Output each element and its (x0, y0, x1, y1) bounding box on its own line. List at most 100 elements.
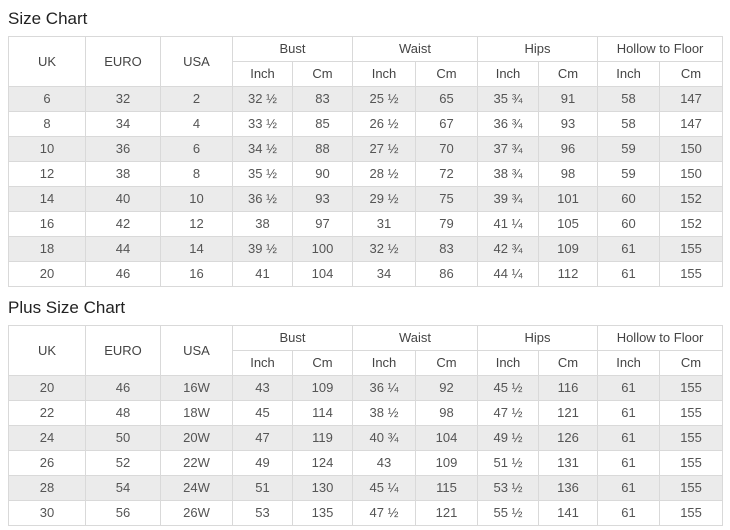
table-cell: 10 (8, 136, 86, 162)
table-cell: 86 (415, 261, 479, 287)
table-cell: 39 ½ (232, 236, 293, 262)
table-cell: 24 (8, 425, 86, 451)
table-cell: 109 (291, 375, 354, 401)
subheader-waist-cm: Cm (415, 350, 479, 376)
col-header-waist: Waist (352, 36, 479, 62)
table-row: 20 46 16W 43 109 36 ¼ 92 45 ½ 116 61 155 (8, 375, 724, 401)
table-cell: 46 (85, 375, 161, 401)
table-cell: 44 ¼ (477, 261, 540, 287)
table-cell: 100 (291, 236, 354, 262)
table-cell: 152 (659, 211, 724, 237)
table-cell: 65 (415, 86, 479, 112)
table-cell: 119 (291, 425, 354, 451)
table-cell: 109 (415, 450, 479, 476)
table-cell: 88 (291, 136, 354, 162)
table-cell: 45 (232, 400, 293, 426)
table-cell: 35 ¾ (477, 86, 540, 112)
subheader-waist-inch: Inch (352, 350, 417, 376)
table-cell: 60 (597, 211, 661, 237)
table-cell: 45 ¼ (352, 475, 417, 501)
table-cell: 36 ¼ (352, 375, 417, 401)
plus-size-chart-title: Plus Size Chart (8, 298, 126, 317)
table-cell: 101 (538, 186, 599, 212)
table-row: 16 42 12 38 97 31 79 41 ¼ 105 60 152 (8, 211, 724, 237)
table-cell: 16 (8, 211, 86, 237)
table-cell: 98 (538, 161, 599, 187)
table-cell: 42 ¾ (477, 236, 540, 262)
col-header-euro: EURO (85, 36, 161, 87)
col-header-hollow-to-floor: Hollow to Floor (597, 36, 724, 62)
table-cell: 8 (8, 111, 86, 137)
subheader-bust-cm: Cm (291, 350, 354, 376)
subheader-hips-inch: Inch (477, 350, 540, 376)
table-cell: 24W (160, 475, 233, 501)
table-cell: 92 (415, 375, 479, 401)
table-cell: 26 ½ (352, 111, 417, 137)
plus-size-chart-header: UK EURO USA Bust Waist Hips Hollow to Fl… (8, 325, 724, 376)
table-cell: 96 (538, 136, 599, 162)
table-cell: 60 (597, 186, 661, 212)
table-cell: 46 (85, 261, 161, 287)
table-cell: 61 (597, 450, 661, 476)
table-row: 14 40 10 36 ½ 93 29 ½ 75 39 ¾ 101 60 152 (8, 186, 724, 212)
table-cell: 104 (291, 261, 354, 287)
table-cell: 58 (597, 86, 661, 112)
table-cell: 98 (415, 400, 479, 426)
table-cell: 18 (8, 236, 86, 262)
size-chart-header: UK EURO USA Bust Waist Hips Hollow to Fl… (8, 36, 724, 87)
table-row: 24 50 20W 47 119 40 ¾ 104 49 ½ 126 61 155 (8, 425, 724, 451)
table-cell: 150 (659, 161, 724, 187)
table-cell: 121 (538, 400, 599, 426)
table-cell: 51 ½ (477, 450, 540, 476)
table-cell: 8 (160, 161, 233, 187)
table-cell: 135 (291, 500, 354, 526)
table-cell: 38 (232, 211, 293, 237)
table-cell: 25 ½ (352, 86, 417, 112)
subheader-hips-inch: Inch (477, 61, 540, 87)
table-cell: 31 (352, 211, 417, 237)
table-cell: 155 (659, 450, 724, 476)
table-cell: 61 (597, 500, 661, 526)
table-cell: 18W (160, 400, 233, 426)
col-header-waist: Waist (352, 325, 479, 351)
subheader-hollow-inch: Inch (597, 61, 661, 87)
table-cell: 91 (538, 86, 599, 112)
table-cell: 131 (538, 450, 599, 476)
table-cell: 141 (538, 500, 599, 526)
table-cell: 109 (538, 236, 599, 262)
table-cell: 34 (352, 261, 417, 287)
table-cell: 155 (659, 400, 724, 426)
subheader-hips-cm: Cm (538, 61, 599, 87)
table-row: 20 46 16 41 104 34 86 44 ¼ 112 61 155 (8, 261, 724, 287)
table-cell: 33 ½ (232, 111, 293, 137)
col-header-bust: Bust (231, 325, 354, 351)
subheader-hips-cm: Cm (538, 350, 599, 376)
table-cell: 150 (659, 136, 724, 162)
table-cell: 59 (597, 136, 661, 162)
table-cell: 47 ½ (477, 400, 540, 426)
table-cell: 155 (659, 425, 724, 451)
table-cell: 10 (160, 186, 233, 212)
table-cell: 56 (85, 500, 161, 526)
table-cell: 35 ½ (232, 161, 293, 187)
table-cell: 36 ¾ (477, 111, 540, 137)
table-cell: 36 ½ (232, 186, 293, 212)
table-cell: 124 (291, 450, 354, 476)
table-cell: 54 (85, 475, 161, 501)
col-header-hips: Hips (477, 36, 599, 62)
table-cell: 75 (415, 186, 479, 212)
table-row: 10 36 6 34 ½ 88 27 ½ 70 37 ¾ 96 59 150 (8, 136, 724, 162)
col-header-usa: USA (160, 325, 233, 376)
table-cell: 32 ½ (232, 86, 293, 112)
table-cell: 37 ¾ (477, 136, 540, 162)
table-cell: 47 ½ (352, 500, 417, 526)
table-cell: 22 (8, 400, 86, 426)
col-header-hips: Hips (477, 325, 599, 351)
table-cell: 61 (597, 475, 661, 501)
col-header-bust: Bust (231, 36, 354, 62)
table-cell: 20 (8, 261, 86, 287)
table-cell: 70 (415, 136, 479, 162)
table-cell: 61 (597, 400, 661, 426)
table-cell: 32 ½ (352, 236, 417, 262)
